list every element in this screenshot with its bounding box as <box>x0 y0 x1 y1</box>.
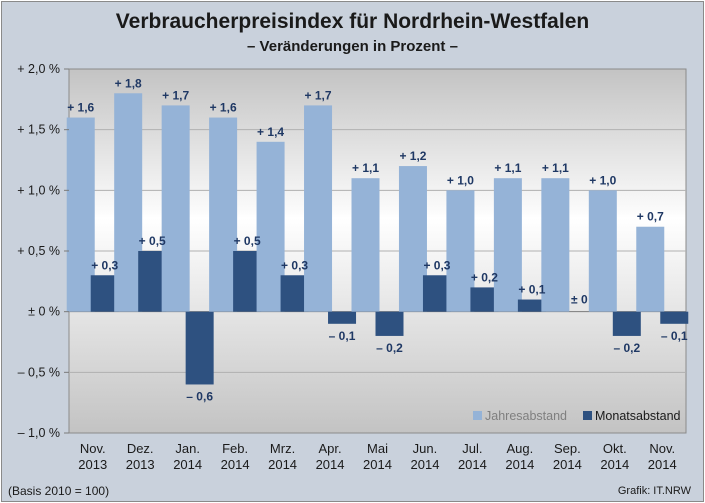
data-label-jahresabstand: + 0,7 <box>637 210 664 224</box>
data-label-monatsabstand: – 0,1 <box>661 329 688 343</box>
data-label-monatsabstand: – 0,1 <box>329 329 356 343</box>
legend-label-monatsabstand: Monatsabstand <box>595 409 681 423</box>
data-label-jahresabstand: + 1,4 <box>257 125 284 139</box>
x-tick-label-month: Nov. <box>80 441 106 456</box>
y-tick-label: + 1,0 % <box>17 183 60 197</box>
data-label-jahresabstand: + 1,0 <box>589 173 616 187</box>
data-label-jahresabstand: + 1,6 <box>67 101 94 115</box>
x-tick-label-year: 2014 <box>316 457 345 472</box>
axes: + 2,0 % + 1,5 % + 1,0 % + 0,5 % ± 0 % – 0,5 %… <box>17 62 676 472</box>
bar-monatsabstand <box>138 251 167 312</box>
bar-monatsabstand <box>90 275 119 312</box>
x-tick-label-year: 2014 <box>458 457 487 472</box>
data-label-monatsabstand: ± 0 <box>571 293 588 307</box>
x-tick-label-month: Mrz. <box>270 441 295 456</box>
y-tick-label: – 1,0 % <box>18 426 60 440</box>
x-tick-label-month: Dez. <box>127 441 154 456</box>
x-tick-label-month: Aug. <box>507 441 534 456</box>
data-label-monatsabstand: + 0,2 <box>471 270 498 284</box>
chart-title: Verbraucherpreisindex für Nordrhein-West… <box>115 10 590 33</box>
x-tick-label-year: 2014 <box>363 457 392 472</box>
bar-jahresabstand <box>209 117 238 312</box>
x-tick-label-year: 2014 <box>268 457 297 472</box>
bar-jahresabstand <box>161 105 190 312</box>
x-tick-label-month: Nov. <box>649 441 675 456</box>
bar-jahresabstand <box>588 190 617 312</box>
bar-monatsabstand <box>280 275 309 312</box>
x-tick-label-month: Feb. <box>222 441 248 456</box>
x-tick-label-month: Sep. <box>554 441 581 456</box>
chart-subtitle: – Veränderungen in Prozent – <box>247 38 458 55</box>
data-label-jahresabstand: + 1,7 <box>162 88 189 102</box>
bar-jahresabstand <box>636 226 665 312</box>
y-tick-label: + 2,0 % <box>17 62 60 76</box>
x-tick-label-year: 2014 <box>505 457 534 472</box>
bar-monatsabstand <box>517 299 546 312</box>
data-label-monatsabstand: – 0,2 <box>613 341 640 355</box>
bar-monatsabstand <box>470 287 499 312</box>
bar-monatsabstand <box>612 311 641 336</box>
data-label-monatsabstand: + 0,1 <box>518 283 545 297</box>
bar-jahresabstand <box>304 105 333 312</box>
data-label-jahresabstand: + 1,1 <box>542 161 569 175</box>
y-tick-label: + 0,5 % <box>17 244 60 258</box>
x-tick-label-month: Jan. <box>175 441 200 456</box>
data-label-jahresabstand: + 1,1 <box>352 161 379 175</box>
bar-jahresabstand <box>493 178 522 312</box>
bar-jahresabstand <box>256 141 285 312</box>
data-label-jahresabstand: + 1,7 <box>305 88 332 102</box>
x-tick-label-year: 2013 <box>78 457 107 472</box>
x-tick-label-year: 2014 <box>600 457 629 472</box>
data-label-monatsabstand: – 0,2 <box>376 341 403 355</box>
x-tick-label-month: Apr. <box>318 441 341 456</box>
legend-swatch-jahresabstand <box>473 411 482 420</box>
data-labels: + 1,6 + 0,3 + 1,8 + 0,5 + 1,7 – 0,6 + 1,6 + 0,5… <box>67 76 688 403</box>
bar-monatsabstand <box>233 251 262 312</box>
bar-monatsabstand <box>660 311 689 324</box>
x-tick-label-year: 2014 <box>553 457 582 472</box>
bar-monatsabstand <box>422 275 451 312</box>
y-tick-label: – 0,5 % <box>18 365 60 379</box>
footnote-basis: (Basis 2010 = 100) <box>8 484 110 498</box>
bar-jahresabstand <box>114 93 143 312</box>
bar-jahresabstand <box>351 178 380 312</box>
data-label-monatsabstand: – 0,6 <box>186 389 213 403</box>
data-label-monatsabstand: + 0,3 <box>281 258 308 272</box>
x-tick-label-year: 2014 <box>221 457 250 472</box>
data-label-monatsabstand: + 0,3 <box>91 258 118 272</box>
bar-monatsabstand <box>375 311 404 336</box>
legend-swatch-monatsabstand <box>583 411 592 420</box>
x-tick-label-month: Mai <box>367 441 388 456</box>
x-tick-label-year: 2014 <box>648 457 677 472</box>
data-label-monatsabstand: + 0,3 <box>423 258 450 272</box>
bar-jahresabstand <box>541 178 570 312</box>
data-label-monatsabstand: + 0,5 <box>139 234 166 248</box>
legend: Jahresabstand Monatsabstand <box>473 409 681 423</box>
bar-jahresabstand <box>398 166 427 312</box>
x-tick-label-month: Jun. <box>413 441 438 456</box>
bar-monatsabstand <box>328 311 357 324</box>
bar-jahresabstand <box>66 117 95 312</box>
x-tick-label-year: 2014 <box>411 457 440 472</box>
data-label-jahresabstand: + 1,1 <box>494 161 521 175</box>
y-tick-label: + 1,5 % <box>17 123 60 137</box>
data-label-jahresabstand: + 1,6 <box>210 101 237 115</box>
x-tick-label-year: 2013 <box>126 457 155 472</box>
x-tick-label-month: Jul. <box>462 441 482 456</box>
bar-monatsabstand <box>185 311 214 385</box>
data-label-jahresabstand: + 1,8 <box>115 76 142 90</box>
bar-jahresabstand <box>446 190 475 312</box>
footnote-source: Grafik: IT.NRW <box>617 485 691 497</box>
data-label-jahresabstand: + 1,0 <box>447 173 474 187</box>
y-tick-label: ± 0 % <box>28 305 60 319</box>
data-label-jahresabstand: + 1,2 <box>399 149 426 163</box>
x-tick-label-month: Okt. <box>603 441 627 456</box>
bars <box>66 93 689 385</box>
data-label-monatsabstand: + 0,5 <box>234 234 261 248</box>
legend-label-jahresabstand: Jahresabstand <box>485 409 567 423</box>
x-tick-label-year: 2014 <box>173 457 202 472</box>
